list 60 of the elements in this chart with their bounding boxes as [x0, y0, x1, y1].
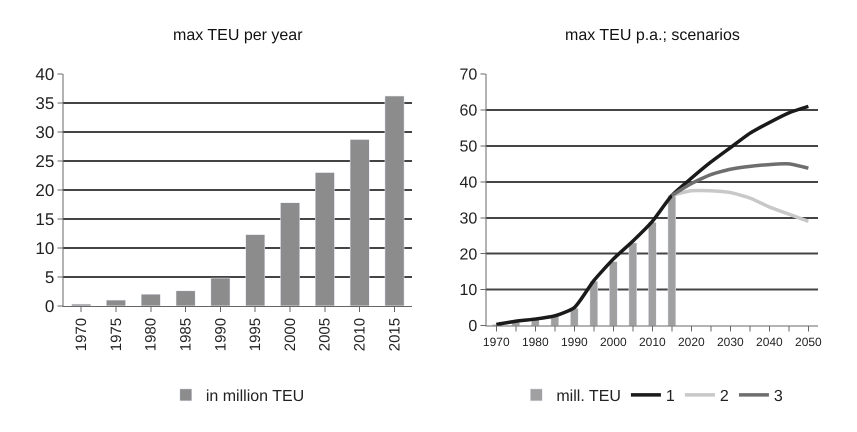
y-tick-label: 60 [460, 102, 478, 120]
y-tick-label: 30 [460, 210, 478, 228]
y-tick-label: 15 [35, 210, 54, 229]
y-tick-label: 10 [460, 282, 478, 300]
bar [628, 242, 637, 326]
bar [384, 96, 404, 306]
bar [280, 202, 300, 306]
bar [315, 172, 335, 306]
x-tick-label: 2000 [600, 334, 627, 349]
x-tick-label: 1995 [247, 318, 264, 352]
legend-label: 1 [666, 388, 675, 406]
x-tick-label: 2010 [352, 318, 369, 352]
x-tick-label: 2010 [638, 334, 666, 349]
y-tick-label: 25 [35, 152, 54, 171]
y-tick-label: 20 [460, 246, 478, 264]
x-tick-label: 2005 [316, 318, 334, 352]
bar [140, 294, 161, 306]
x-tick-label: 1980 [142, 318, 160, 352]
y-tick-label: 35 [35, 94, 54, 113]
bar [648, 222, 656, 326]
x-tick-label: 1970 [482, 334, 510, 349]
bar [609, 261, 618, 326]
x-tick-label: 2050 [795, 334, 822, 349]
y-tick-label: 5 [44, 268, 54, 287]
y-tick-label: 70 [460, 66, 478, 84]
y-tick-label: 30 [35, 122, 54, 142]
legend-label: 3 [774, 388, 783, 406]
bar [570, 308, 578, 326]
y-tick-label: 40 [35, 64, 54, 84]
bar [106, 300, 126, 306]
bar [176, 290, 196, 306]
x-tick-label: 1980 [522, 334, 549, 349]
y-tick-label: 0 [468, 318, 478, 336]
x-tick-label: 1975 [108, 318, 125, 352]
line-series [670, 188, 810, 224]
x-tick-label: 2030 [717, 334, 744, 349]
legend-label: mill. TEU [556, 388, 621, 406]
y-tick-label: 50 [460, 138, 478, 156]
bar [668, 195, 676, 326]
bar [350, 139, 370, 306]
chart-title: max TEU per year [173, 27, 304, 44]
x-tick-label: 2020 [678, 334, 706, 349]
x-tick-label: 2015 [386, 318, 404, 352]
x-tick-label: 1985 [177, 318, 194, 352]
legend-label: in million TEU [206, 388, 304, 406]
x-tick-label: 1990 [560, 334, 588, 349]
x-tick-label: 1970 [73, 318, 90, 352]
bar [245, 234, 266, 306]
y-tick-label: 10 [35, 238, 54, 258]
y-tick-label: 0 [44, 296, 54, 316]
legend-label: 2 [720, 388, 729, 406]
x-tick-label: 2000 [282, 318, 299, 352]
bar [210, 278, 230, 306]
y-tick-label: 20 [35, 180, 54, 200]
chart-title: max TEU p.a.; scenarios [565, 27, 740, 44]
bar [590, 281, 598, 326]
x-tick-label: 1990 [212, 318, 230, 352]
line-series [670, 162, 810, 198]
x-tick-label: 2040 [756, 334, 784, 349]
y-tick-label: 40 [460, 174, 478, 192]
